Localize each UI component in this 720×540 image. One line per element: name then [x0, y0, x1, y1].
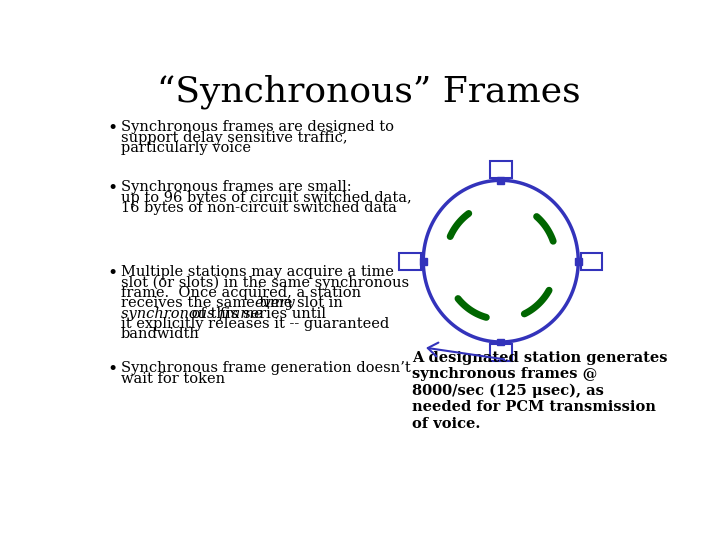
Text: frame.  Once acquired, a station: frame. Once acquired, a station — [121, 286, 361, 300]
Bar — [420, 258, 427, 265]
Text: receives the same time slot in: receives the same time slot in — [121, 296, 348, 310]
Text: particularly voice: particularly voice — [121, 141, 251, 155]
Bar — [498, 339, 504, 346]
FancyArrowPatch shape — [428, 342, 504, 359]
Bar — [399, 253, 421, 269]
Text: Synchronous frames are small:: Synchronous frames are small: — [121, 180, 351, 194]
Bar — [490, 345, 512, 361]
Text: •: • — [107, 180, 117, 197]
Text: Multiple stations may acquire a time: Multiple stations may acquire a time — [121, 265, 394, 279]
Bar — [498, 177, 504, 184]
Text: every: every — [254, 296, 295, 310]
Text: Synchronous frames are designed to: Synchronous frames are designed to — [121, 120, 394, 134]
Text: of this series until: of this series until — [187, 307, 326, 321]
Text: •: • — [107, 120, 117, 137]
Text: wait for token: wait for token — [121, 372, 225, 386]
Text: •: • — [107, 361, 117, 378]
Text: 16 bytes of non-circuit switched data: 16 bytes of non-circuit switched data — [121, 201, 397, 215]
Bar — [575, 258, 582, 265]
Text: “Synchronous” Frames: “Synchronous” Frames — [157, 74, 581, 109]
Text: up to 96 bytes of circuit switched data,: up to 96 bytes of circuit switched data, — [121, 191, 412, 205]
Text: A designated station generates
synchronous frames @
8000/sec (125 μsec), as
need: A designated station generates synchrono… — [412, 351, 667, 430]
Text: support delay sensitive traffic,: support delay sensitive traffic, — [121, 131, 348, 145]
Text: •: • — [107, 265, 117, 282]
Text: bandwidth: bandwidth — [121, 327, 200, 341]
Bar — [580, 253, 602, 269]
Text: synchronous frame: synchronous frame — [121, 307, 263, 321]
Text: slot (or slots) in the same synchronous: slot (or slots) in the same synchronous — [121, 275, 409, 290]
Bar — [490, 161, 512, 178]
Text: Synchronous frame generation doesn’t: Synchronous frame generation doesn’t — [121, 361, 410, 375]
Text: it explicitly releases it -- guaranteed: it explicitly releases it -- guaranteed — [121, 317, 390, 331]
